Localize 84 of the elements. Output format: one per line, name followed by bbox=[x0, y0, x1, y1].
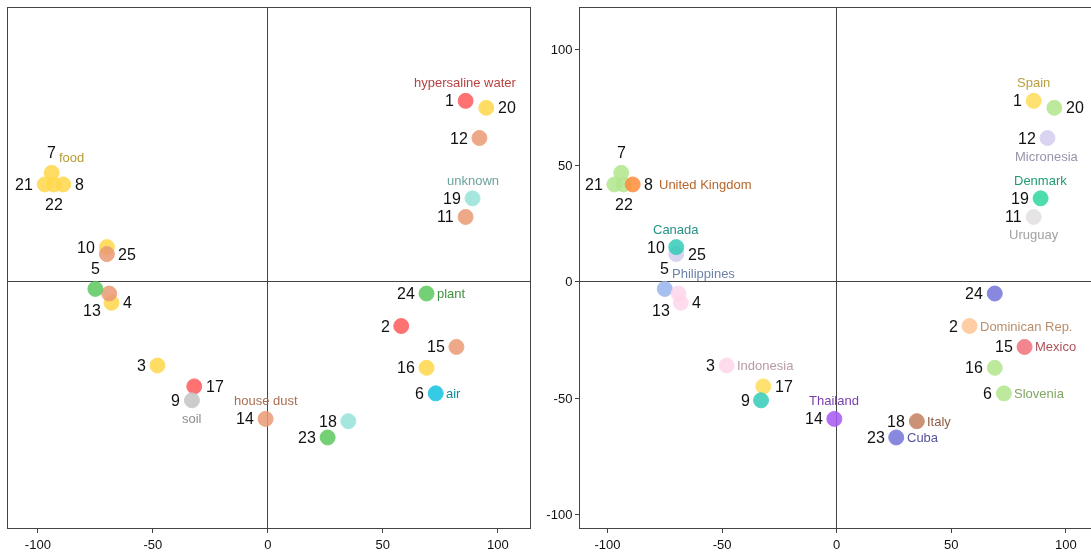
y-tick-label: -50 bbox=[553, 390, 573, 406]
series-label: Mexico bbox=[1035, 339, 1077, 354]
annotation: 3 bbox=[706, 357, 715, 374]
series-label: Micronesia bbox=[1015, 149, 1079, 164]
series-label: Indonesia bbox=[737, 358, 795, 373]
annotation: 22 bbox=[45, 196, 63, 213]
annotation: 2 bbox=[949, 318, 958, 335]
series-label: Philippines bbox=[672, 266, 736, 281]
annotation: 1 bbox=[1013, 92, 1022, 109]
annotation: 17 bbox=[775, 378, 793, 395]
annotation: 18 bbox=[887, 413, 905, 430]
annotation: 17 bbox=[206, 378, 224, 395]
annotation: 14 bbox=[236, 410, 254, 427]
annotation: 8 bbox=[644, 176, 653, 193]
annotation: 6 bbox=[983, 385, 992, 402]
annotation: 15 bbox=[427, 338, 445, 355]
annotation: 24 bbox=[397, 285, 415, 302]
annotation: 23 bbox=[298, 429, 316, 446]
annotation: 13 bbox=[83, 302, 101, 319]
annotation: 23 bbox=[867, 429, 885, 446]
x-tick-label: -50 bbox=[143, 536, 163, 552]
annotation: 20 bbox=[498, 99, 516, 116]
x-tick-label: 0 bbox=[833, 536, 841, 552]
series-label: Italy bbox=[927, 414, 952, 429]
annotation: 5 bbox=[91, 260, 100, 277]
y-tick-label: -100 bbox=[546, 506, 573, 522]
annotation: 11 bbox=[437, 208, 454, 225]
x-tick-label: -50 bbox=[712, 536, 732, 552]
annotation: 7 bbox=[617, 144, 626, 161]
annotation: 15 bbox=[995, 338, 1013, 355]
series-label: Spain bbox=[1017, 75, 1051, 90]
annotation: 16 bbox=[965, 359, 983, 376]
x-tick-label: -100 bbox=[24, 536, 51, 552]
series-label: Uruguay bbox=[1009, 227, 1059, 242]
annotation: 4 bbox=[123, 294, 132, 311]
annotation: 2 bbox=[381, 318, 390, 335]
annotation: 19 bbox=[443, 190, 461, 207]
annotation: 9 bbox=[171, 392, 180, 409]
annotation: 21 bbox=[15, 176, 33, 193]
x-tick-label: 0 bbox=[264, 536, 272, 552]
series-label: Cuba bbox=[907, 430, 939, 445]
series-label: hypersaline water bbox=[414, 75, 517, 90]
annotation: 10 bbox=[77, 239, 95, 256]
y-tick-label: 100 bbox=[550, 42, 573, 58]
series-label: United Kingdom bbox=[659, 177, 752, 192]
annotation: 25 bbox=[118, 246, 136, 263]
annotation: 16 bbox=[397, 359, 415, 376]
series-label: Dominican Rep. bbox=[980, 319, 1073, 334]
annotation: 20 bbox=[1066, 99, 1084, 116]
y-tick-label: 0 bbox=[565, 274, 573, 290]
annotation: 7 bbox=[47, 144, 56, 161]
annotation: 25 bbox=[688, 246, 706, 263]
x-tick-label: 100 bbox=[486, 536, 509, 552]
series-label: plant bbox=[437, 286, 466, 301]
annotation: 10 bbox=[647, 239, 665, 256]
x-tick-label: 50 bbox=[943, 536, 959, 552]
annotation: 9 bbox=[741, 392, 750, 409]
x-tick-label: 50 bbox=[375, 536, 391, 552]
annotation: 6 bbox=[415, 385, 424, 402]
series-label: air bbox=[446, 386, 462, 401]
annotation: 4 bbox=[692, 294, 701, 311]
y-tick-label: 50 bbox=[557, 158, 573, 174]
annotation: 14 bbox=[805, 410, 823, 427]
annotation: 13 bbox=[652, 302, 670, 319]
series-label: food bbox=[59, 150, 85, 165]
series-label: Denmark bbox=[1014, 173, 1068, 188]
annotation: 11 bbox=[1005, 208, 1022, 225]
annotation: 24 bbox=[965, 285, 983, 302]
annotation: 22 bbox=[615, 196, 633, 213]
annotation: 8 bbox=[75, 176, 84, 193]
series-label: Canada bbox=[653, 222, 700, 237]
x-tick-label: 100 bbox=[1054, 536, 1077, 552]
annotation: 19 bbox=[1011, 190, 1029, 207]
series-label: unknown bbox=[447, 173, 500, 188]
annotation: 12 bbox=[450, 130, 468, 147]
annotation: 18 bbox=[319, 413, 337, 430]
annotation: 1 bbox=[445, 92, 454, 109]
series-label: soil bbox=[182, 411, 202, 426]
annotation: 12 bbox=[1018, 130, 1036, 147]
series-label: Slovenia bbox=[1014, 386, 1065, 401]
annotation: 5 bbox=[660, 260, 669, 277]
annotation: 3 bbox=[137, 357, 146, 374]
annotation: 21 bbox=[585, 176, 603, 193]
x-tick-label: -100 bbox=[594, 536, 621, 552]
